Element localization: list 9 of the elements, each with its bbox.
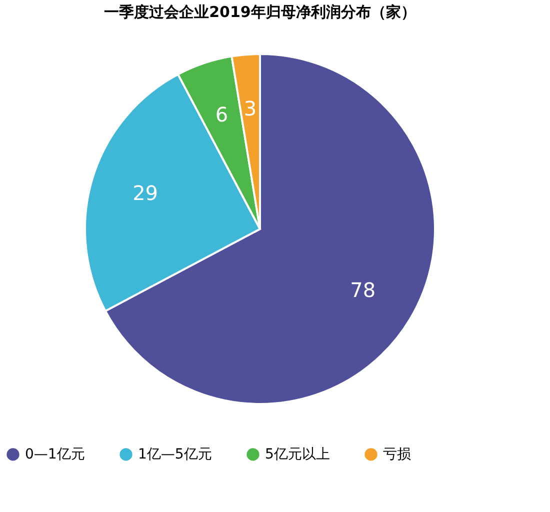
legend-label: 亏损	[383, 446, 411, 462]
legend-label: 1亿—5亿元	[138, 446, 212, 462]
data-label: 6	[215, 102, 228, 126]
legend-label: 5亿元以上	[265, 446, 330, 462]
data-label: 3	[244, 96, 257, 120]
chart-title: 一季度过会企业2019年归母净利润分布（家）	[104, 3, 416, 21]
data-label: 78	[350, 278, 376, 302]
data-label: 29	[132, 180, 158, 205]
legend-label: 0—1亿元	[25, 446, 85, 462]
